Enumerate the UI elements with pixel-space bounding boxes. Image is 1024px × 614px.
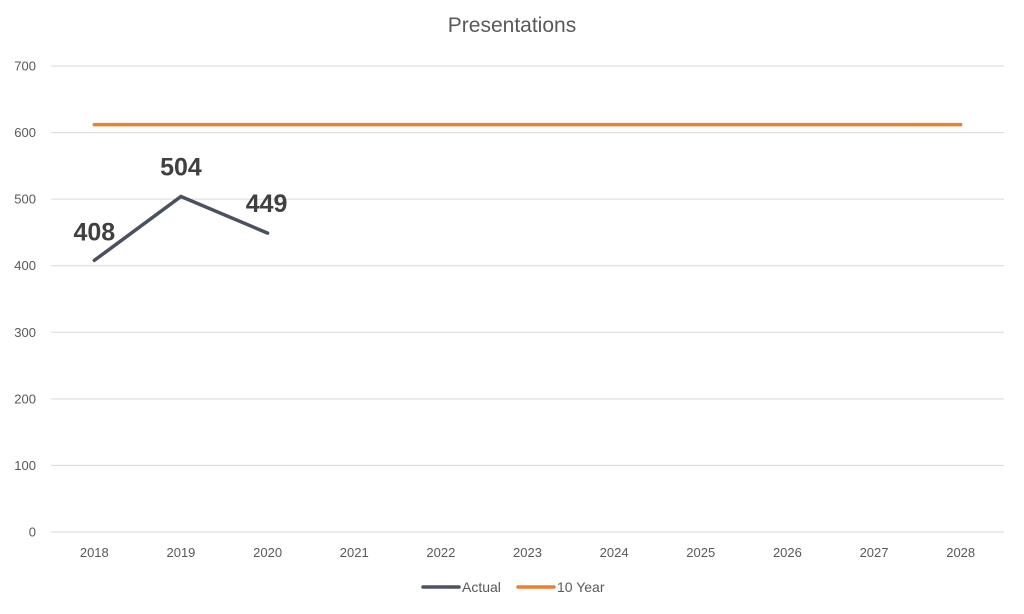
y-tick-label: 100 [14, 458, 36, 473]
x-tick-label: 2028 [946, 545, 975, 560]
y-tick-label: 0 [29, 525, 36, 540]
x-tick-label: 2026 [773, 545, 802, 560]
data-label: 449 [246, 190, 288, 218]
x-tick-label: 2021 [340, 545, 369, 560]
x-tick-label: 2020 [253, 545, 282, 560]
legend-label-actual: Actual [462, 579, 501, 595]
y-tick-label: 300 [14, 325, 36, 340]
x-tick-label: 2025 [686, 545, 715, 560]
x-tick-label: 2019 [166, 545, 195, 560]
y-tick-label: 500 [14, 192, 36, 207]
x-tick-label: 2023 [513, 545, 542, 560]
x-tick-label: 2018 [80, 545, 109, 560]
y-tick-label: 400 [14, 258, 36, 273]
y-tick-label: 200 [14, 391, 36, 406]
series-line-actual [92, 194, 270, 263]
x-tick-label: 2027 [860, 545, 889, 560]
legend-label-10-year: 10 Year [557, 579, 605, 595]
y-tick-label: 600 [14, 125, 36, 140]
y-tick-label: 700 [14, 59, 36, 74]
x-tick-label: 2024 [600, 545, 629, 560]
data-label: 408 [73, 218, 115, 246]
x-tick-label: 2022 [426, 545, 455, 560]
chart-title: Presentations [447, 14, 577, 37]
data-label: 504 [160, 153, 202, 181]
